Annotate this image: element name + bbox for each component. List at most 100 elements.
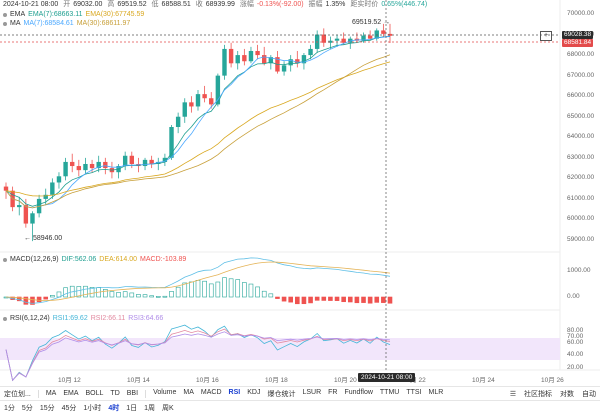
- candle-body: [189, 102, 194, 107]
- indicator-toggle[interactable]: RSI: [228, 388, 241, 396]
- time-axis-label: 10月 20: [334, 377, 357, 384]
- rsi-axis-label: 40.00: [567, 351, 584, 358]
- indicator-toggle[interactable]: LSUR: [302, 388, 322, 396]
- ma-name: MA: [10, 19, 21, 27]
- macd-histogram-bar: [228, 278, 234, 298]
- ema-legend[interactable]: EMA EMA(7):68663.11 EMA(30):67745.59: [3, 10, 144, 19]
- price-axis-label: 63000.00: [567, 153, 595, 161]
- low-value: 68588.51: [161, 1, 191, 8]
- interval-button[interactable]: 15分: [39, 404, 55, 412]
- auto-scale-button[interactable]: 自动: [582, 390, 596, 398]
- macd-axis-label: 0.00: [567, 293, 580, 300]
- amplitude-value: 1.35%: [325, 1, 346, 8]
- low-annotation: ← 58946.00: [24, 235, 63, 242]
- overlay-toggle[interactable]: TD: [110, 390, 120, 397]
- candle-body: [169, 127, 174, 158]
- macd-histogram-bar: [76, 286, 82, 298]
- rsi2-line: [5, 328, 391, 382]
- interval-button[interactable]: 4时: [108, 404, 120, 412]
- change-label: 涨幅: [239, 1, 254, 8]
- overlay-toggle[interactable]: MA: [45, 390, 57, 397]
- rsi-legend[interactable]: RSI(6,12,24) RSI1:69.62 RSI2:66.11 RSI3:…: [3, 314, 163, 323]
- macd-histogram-bar: [235, 279, 241, 298]
- interval-button[interactable]: 周K: [162, 404, 174, 412]
- rsi3-value: RSI3:64.66: [128, 314, 164, 322]
- interval-button[interactable]: 1周: [144, 404, 156, 412]
- candle-body: [361, 35, 366, 41]
- candle-body: [235, 55, 240, 64]
- indicator-toggle[interactable]: TTMU: [379, 388, 400, 396]
- ma30-line: [5, 54, 391, 209]
- macd-histogram-bar: [281, 296, 287, 302]
- interval-button[interactable]: 1分: [4, 404, 15, 412]
- overlay-toggle[interactable]: EMA: [63, 390, 79, 397]
- interval-button[interactable]: 1日: [126, 404, 138, 412]
- indicator-toggle[interactable]: MA: [183, 388, 194, 396]
- macd-histogram-bar: [275, 296, 280, 299]
- candle-body: [367, 35, 373, 39]
- candle-body: [374, 30, 379, 39]
- macd-histogram-bar: [314, 296, 320, 301]
- crosshair-time-tag: 2024-10-21 08:00: [358, 373, 416, 382]
- indicator-toggle[interactable]: FR: [328, 388, 338, 396]
- indicator-toggle[interactable]: Fundflow: [344, 388, 373, 396]
- add-alert-icon[interactable]: +: [540, 31, 552, 41]
- amplitude-label: 振幅: [308, 1, 323, 8]
- candle-body: [175, 116, 181, 127]
- legend-dot-icon: [3, 257, 7, 262]
- macd-value: MACD:-103.89: [140, 255, 187, 263]
- change-value: -0.13%(-92.00): [256, 1, 304, 8]
- low-label: 低: [151, 1, 159, 8]
- candle-body: [301, 55, 307, 64]
- rsi2-value: RSI2:66.11: [90, 314, 126, 322]
- macd-histogram-bar: [261, 290, 267, 298]
- macd-histogram-bar: [367, 296, 373, 304]
- open-value: 69032.00: [73, 1, 103, 8]
- log-scale-button[interactable]: 对数: [560, 390, 574, 398]
- ohlc-header: 2024-10-21 08:00 开 69032.00 高 69519.52 低 68…: [3, 1, 430, 10]
- candle-body: [182, 102, 187, 117]
- macd-histogram-bar: [50, 295, 55, 298]
- ema30-line: [5, 61, 391, 197]
- candle-body: [255, 50, 260, 56]
- candle-body: [30, 213, 35, 224]
- macd-legend[interactable]: MACD(12,26,9) DIF:562.06 DEA:614.00 MACD…: [3, 255, 186, 264]
- layout-button[interactable]: 定位划...: [4, 390, 31, 398]
- macd-histogram-bar: [195, 280, 201, 298]
- candle-body: [268, 57, 274, 64]
- overlay-toggle[interactable]: BBI: [126, 390, 139, 397]
- macd-histogram-bar: [116, 292, 121, 298]
- ma-legend[interactable]: MA MA(7):68584.61 MA(30):68611.97: [3, 19, 130, 28]
- macd-histogram-bar: [308, 296, 313, 304]
- macd-histogram-bar: [43, 296, 49, 300]
- rsi-axis-label: 70.00: [567, 333, 584, 340]
- community-button[interactable]: 社区指标: [524, 390, 552, 398]
- indicator-toolbar: 定位划... MA EMA BOLL TD BBI Volume MA MACD RSI KDJ…: [0, 386, 600, 400]
- macd-histogram-bar: [30, 296, 35, 305]
- chart-canvas[interactable]: [0, 0, 600, 386]
- interval-button[interactable]: 45分: [61, 404, 77, 412]
- macd-histogram-bar: [321, 296, 327, 301]
- indicator-toggle[interactable]: MACD: [200, 388, 222, 396]
- indicator-toggle[interactable]: 爆仓统计: [267, 390, 296, 398]
- high-annotation: 69519.52 →: [352, 19, 391, 26]
- interval-button[interactable]: 1小时: [83, 404, 102, 412]
- dea-line: [5, 261, 391, 301]
- macd-histogram-bar: [189, 281, 194, 298]
- overlay-toggle[interactable]: BOLL: [85, 390, 104, 397]
- interval-toolbar: 1分 5分 15分 45分 1小时 4时 1日 1周 周K: [0, 400, 600, 414]
- price-axis-label: 59000.00: [567, 236, 595, 243]
- macd-histogram-bar: [361, 296, 366, 303]
- candle-body: [321, 34, 326, 43]
- interval-button[interactable]: 5分: [21, 404, 33, 412]
- candle-body: [242, 55, 247, 62]
- macd-histogram-bar: [103, 289, 108, 298]
- macd-histogram-bar: [149, 295, 154, 298]
- indicator-toggle[interactable]: TTSI: [406, 388, 422, 396]
- indicator-toggle[interactable]: MLR: [428, 388, 444, 396]
- legend-dot-icon: [3, 316, 7, 321]
- ema-name: EMA: [10, 10, 26, 18]
- indicator-toggle[interactable]: KDJ: [247, 388, 261, 396]
- indicator-toggle[interactable]: Volume: [153, 388, 177, 396]
- realtime-label: 距实时价: [350, 1, 379, 8]
